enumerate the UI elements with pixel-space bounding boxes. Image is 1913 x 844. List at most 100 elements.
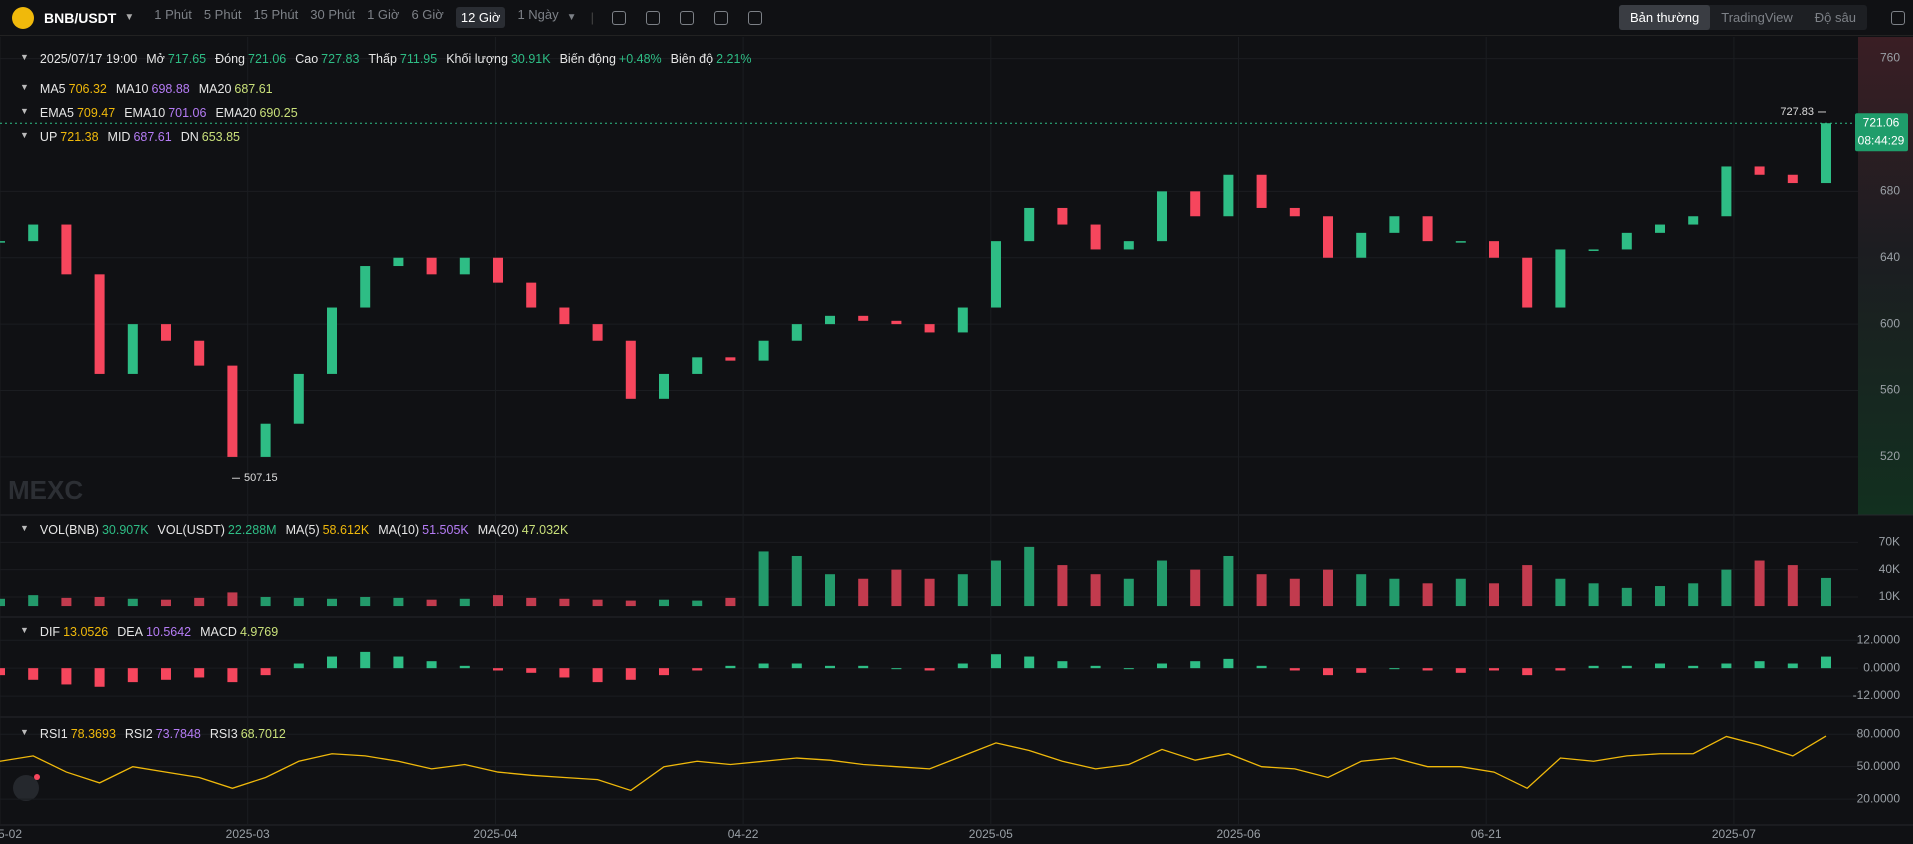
candle xyxy=(559,307,570,325)
collapse-caret[interactable]: ▼ xyxy=(20,106,29,116)
legend-item: Biến động +0.48% xyxy=(560,52,662,66)
interval[interactable]: 1 Giờ xyxy=(367,7,400,22)
fullscreen-icon[interactable] xyxy=(1891,11,1905,25)
candle-type-icon[interactable] xyxy=(611,10,626,25)
symbol-dropdown[interactable]: ▼ xyxy=(124,12,135,23)
legend-label: Cao xyxy=(295,52,319,66)
screenshot-icon[interactable] xyxy=(747,10,762,25)
indicator-icon[interactable] xyxy=(645,10,660,25)
bar xyxy=(161,668,171,680)
candle xyxy=(1256,174,1267,208)
watermark: MEXC xyxy=(8,475,83,505)
interval[interactable]: 12 Giờ xyxy=(455,7,506,28)
legend-value: 30.907K xyxy=(101,523,149,537)
legend-value: 721.38 xyxy=(60,130,99,144)
bar xyxy=(0,598,5,607)
candle xyxy=(1123,241,1134,250)
bar xyxy=(1455,578,1466,607)
bar xyxy=(858,665,869,669)
legend-row: ▼ 2025/07/17 19:00 Mở 717.65 Đóng 721.06 Cao 72… xyxy=(20,52,752,66)
symbol[interactable]: BNB/USDT xyxy=(44,9,117,26)
interval-list: 1 Phút 5 Phút 15 Phút 30 Phút 1 Giờ 6 Giờ 12 G… xyxy=(148,7,564,28)
legend-value: 711.95 xyxy=(399,52,438,66)
candle xyxy=(1057,207,1068,225)
legend-value: 717.65 xyxy=(167,52,207,66)
legend-value: 727.83 xyxy=(321,52,360,66)
view-tab[interactable]: Bản thường xyxy=(1618,5,1711,30)
bar xyxy=(659,668,669,676)
layout-icon[interactable] xyxy=(713,10,728,25)
candle xyxy=(891,320,902,325)
legend-label: MA10 xyxy=(115,82,149,96)
collapse-caret[interactable]: ▼ xyxy=(20,727,29,737)
bar xyxy=(28,668,39,680)
candle xyxy=(260,423,271,457)
legend-item: RSI3 68.7012 xyxy=(210,727,286,741)
bar xyxy=(1157,663,1167,669)
legend-value: 709.47 xyxy=(76,106,116,120)
bar xyxy=(526,597,537,607)
candle xyxy=(327,307,337,374)
bar xyxy=(327,656,337,669)
settings-button[interactable] xyxy=(13,775,39,801)
candle xyxy=(493,257,503,283)
legend-label: Thấp xyxy=(368,52,397,66)
legend-item: Khối lượng 30.91K xyxy=(446,52,550,66)
interval[interactable]: 5 Phút xyxy=(203,7,242,22)
collapse-caret[interactable]: ▼ xyxy=(20,523,29,533)
collapse-caret[interactable]: ▼ xyxy=(20,82,29,92)
candle xyxy=(94,274,105,374)
low-marker-label: 507.15 xyxy=(244,472,278,484)
interval[interactable]: 15 Phút xyxy=(253,7,299,22)
legend-value: 58.612K xyxy=(322,523,370,537)
y-tick-label: 680 xyxy=(1880,184,1900,198)
legend-item: Mở 717.65 xyxy=(146,52,206,66)
legend-value: 653.85 xyxy=(201,130,240,144)
legend-item: Thấp 711.95 xyxy=(368,52,437,66)
bar xyxy=(891,569,902,607)
candle xyxy=(1422,216,1433,242)
bar xyxy=(28,595,39,607)
legend-item: MA10 698.88 xyxy=(116,82,190,96)
y-tick-label: -12.0000 xyxy=(1853,688,1901,702)
interval[interactable]: 30 Phút xyxy=(310,7,356,22)
interval[interactable]: 1 Ngày xyxy=(517,7,559,22)
bar xyxy=(825,665,835,669)
interval-dropdown[interactable]: ▼ xyxy=(566,12,577,23)
collapse-caret[interactable]: ▼ xyxy=(20,52,29,62)
collapse-caret[interactable]: ▼ xyxy=(20,625,29,635)
candle xyxy=(1688,216,1699,225)
bar xyxy=(1123,668,1134,670)
candle xyxy=(1754,166,1765,175)
y-tick-label: 640 xyxy=(1880,250,1900,264)
legend-value: 51.505K xyxy=(422,523,469,537)
collapse-caret[interactable]: ▼ xyxy=(20,130,29,140)
bar xyxy=(1489,583,1499,607)
bar xyxy=(791,555,802,607)
x-tick-label: 2025-02 xyxy=(0,827,22,841)
bar xyxy=(327,598,337,607)
draw-icon[interactable] xyxy=(679,10,694,25)
candle xyxy=(1522,257,1533,308)
legend-item: EMA20 690.25 xyxy=(215,106,297,120)
last-price-tag xyxy=(1855,113,1908,152)
candle xyxy=(293,373,304,424)
y-tick-label: 560 xyxy=(1880,383,1900,397)
bar xyxy=(725,597,736,607)
interval[interactable]: 1 Phút xyxy=(154,7,192,22)
legend-label: EMA10 xyxy=(124,106,166,120)
y-tick-label: 10K xyxy=(1879,589,1900,603)
view-tab[interactable]: Độ sâu xyxy=(1814,10,1856,25)
legend-label: RSI2 xyxy=(124,727,153,741)
legend-label: VOL(BNB) xyxy=(39,523,99,537)
interval[interactable]: 6 Giờ xyxy=(411,7,444,22)
bar xyxy=(227,668,238,683)
bar xyxy=(1323,569,1333,607)
bar xyxy=(592,668,603,683)
candle xyxy=(725,357,736,361)
candle xyxy=(1721,166,1732,217)
legend-item: RSI2 73.7848 xyxy=(125,727,201,741)
legend-value: 47.032K xyxy=(521,523,569,537)
view-tab[interactable]: TradingView xyxy=(1721,10,1793,25)
legend-value: 30.91K xyxy=(510,52,551,66)
